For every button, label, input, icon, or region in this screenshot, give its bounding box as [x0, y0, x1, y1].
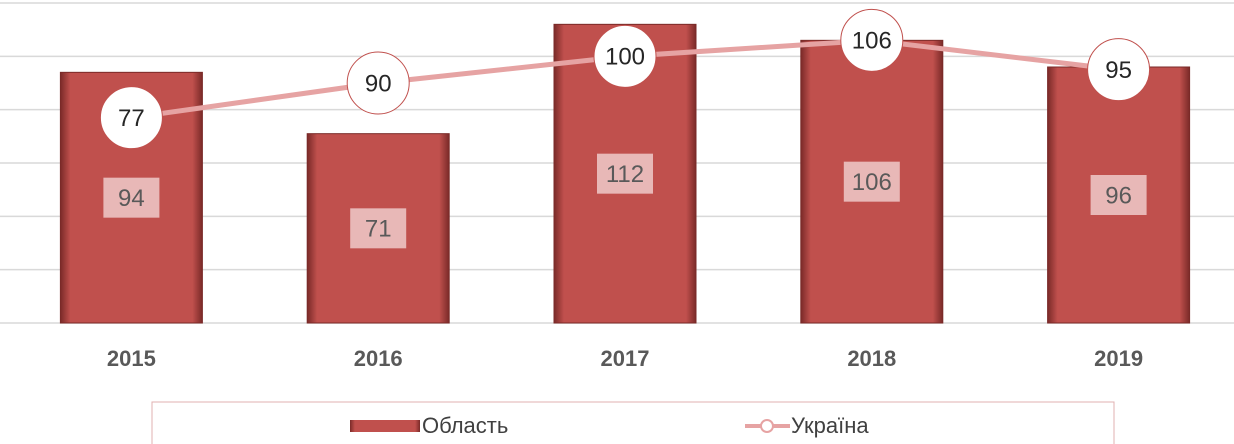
marker [1087, 38, 1151, 102]
marker [99, 86, 163, 150]
data-label: 95 [1105, 57, 1132, 84]
data-label-bg [1090, 175, 1147, 215]
x-tick-label: 2019 [1094, 346, 1143, 371]
data-label-bg [350, 208, 407, 249]
data-label: 77 [118, 105, 145, 132]
data-label: 106 [852, 169, 892, 196]
marker [593, 24, 657, 88]
marker [840, 8, 904, 72]
data-label-bg [843, 161, 900, 202]
legend-label: Україна [791, 413, 869, 438]
data-label: 94 [118, 185, 145, 212]
legend-swatch [350, 420, 420, 432]
data-label-bg [103, 177, 160, 218]
data-label: 96 [1105, 182, 1132, 209]
data-label: 71 [365, 216, 392, 243]
x-tick-label: 2018 [847, 346, 896, 371]
data-label-bg [597, 153, 653, 194]
data-label: 106 [852, 28, 892, 55]
x-tick-label: 2016 [354, 346, 403, 371]
x-tick-label: 2017 [601, 346, 650, 371]
legend-label: Область [422, 413, 508, 438]
legend-marker [760, 419, 774, 433]
x-tick-label: 2015 [107, 346, 156, 371]
data-label: 90 [365, 70, 392, 97]
data-label: 100 [605, 44, 645, 71]
legend-box [151, 401, 1115, 444]
data-label: 112 [606, 161, 644, 188]
marker [346, 51, 410, 115]
